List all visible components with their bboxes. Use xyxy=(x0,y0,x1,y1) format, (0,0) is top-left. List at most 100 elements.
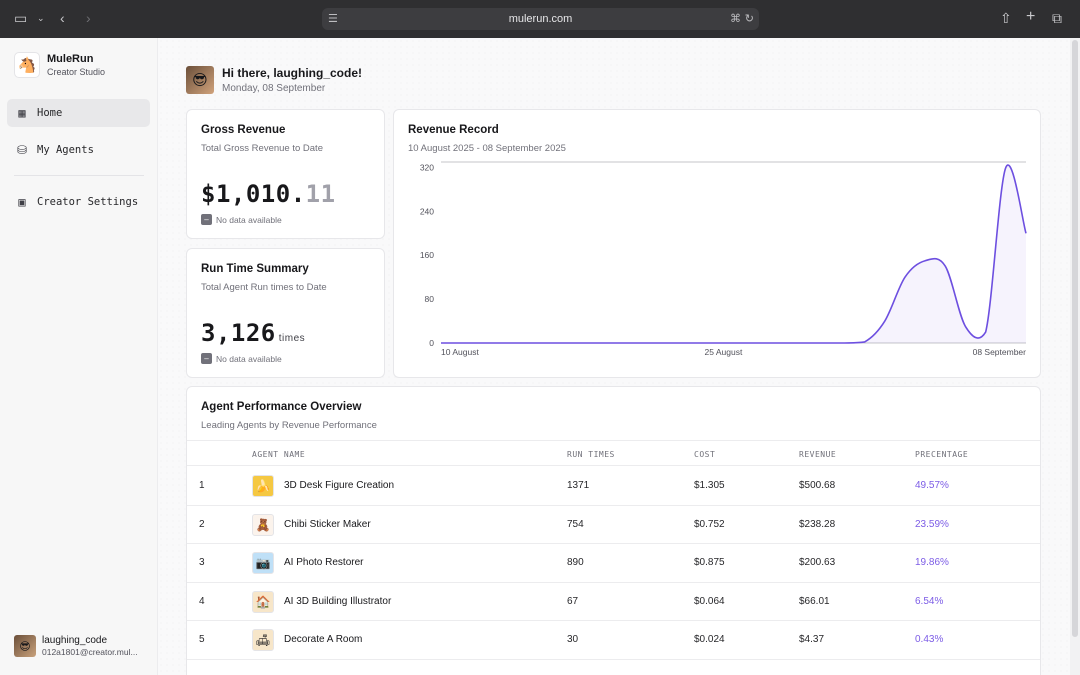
column-header[interactable]: COST xyxy=(694,450,716,459)
revenue-cell: $238.28 xyxy=(799,518,836,530)
table-header: AGENT NAME RUN TIMES COST REVENUE PRECEN… xyxy=(187,440,1040,466)
y-tick-label: 80 xyxy=(425,294,435,304)
translate-icon[interactable]: ⌘ xyxy=(730,13,741,25)
url-text: mulerun.com xyxy=(508,13,573,25)
percentage-cell: 23.59% xyxy=(915,518,949,530)
revenue-line-chart: 0 80 160 240 320 10 August 25 August 08 Septemb… xyxy=(420,161,1027,357)
revenue-cell: $66.01 xyxy=(799,595,830,607)
card-subtitle: Leading Agents by Revenue Performance xyxy=(201,420,377,431)
sidebar-item-home[interactable]: ▦ Home xyxy=(7,99,150,127)
value-decimal: 11 xyxy=(305,180,336,208)
user-profile[interactable]: 😎 laughing_code 012a1801@creator.mul... xyxy=(14,635,138,657)
minus-icon: – xyxy=(201,353,212,364)
profile-icon: ▣ xyxy=(18,195,26,209)
revenue-series-line xyxy=(441,164,1027,344)
chevron-down-icon[interactable]: ⌄ xyxy=(37,13,45,23)
column-header[interactable]: RUN TIMES xyxy=(567,450,615,459)
value-unit: times xyxy=(278,333,306,344)
x-tick-label: 08 September xyxy=(973,347,1027,357)
greeting-date: Monday, 08 September xyxy=(222,83,326,94)
y-tick-label: 320 xyxy=(420,162,434,172)
minus-icon: – xyxy=(201,214,212,225)
revenue-record-card: Revenue Record 10 August 2025 - 08 Septe… xyxy=(393,109,1041,378)
x-tick-label: 25 August xyxy=(705,347,743,357)
rank-cell: 1 xyxy=(199,480,205,491)
user-name: laughing_code xyxy=(42,635,108,646)
column-header[interactable]: AGENT NAME xyxy=(252,450,306,459)
rank-cell: 4 xyxy=(199,595,205,607)
percentage-cell: 19.86% xyxy=(915,557,949,569)
brand[interactable]: 🐴 MuleRun Creator Studio xyxy=(14,52,105,78)
gross-revenue-card: Gross Revenue Total Gross Revenue to Dat… xyxy=(186,109,385,239)
sidebar-item-creator-settings[interactable]: ▣ Creator Settings xyxy=(7,188,150,216)
brand-name: MuleRun xyxy=(47,53,94,65)
no-data-note: – No data available xyxy=(201,214,282,225)
run-time-value: 3,126 times xyxy=(201,319,305,347)
tabs-overview-icon[interactable]: ⧉ xyxy=(1052,10,1062,26)
run-times-cell: 67 xyxy=(567,595,579,607)
sidebar: 🐴 MuleRun Creator Studio ▦ Home ⛁ My Age… xyxy=(0,38,158,675)
agent-name-cell[interactable]: 3D Desk Figure Creation xyxy=(284,480,395,491)
forward-icon[interactable]: › xyxy=(86,10,91,26)
table-row[interactable]: 2 🧸 Chibi Sticker Maker 754 $0.752 $238.28 23.… xyxy=(187,506,1040,545)
card-subtitle: Total Gross Revenue to Date xyxy=(201,143,323,154)
no-data-note: – No data available xyxy=(201,353,282,364)
new-tab-icon[interactable]: + xyxy=(1026,8,1036,25)
revenue-cell: $500.68 xyxy=(799,480,836,491)
revenue-area xyxy=(441,165,1026,343)
percentage-cell: 6.54% xyxy=(915,595,944,607)
agent-name-cell[interactable]: Decorate A Room xyxy=(284,634,363,646)
x-tick-label: 10 August xyxy=(441,347,479,357)
agent-name-cell[interactable]: AI Photo Restorer xyxy=(284,557,364,569)
value-main: 3,126 xyxy=(201,319,276,347)
brand-subtitle: Creator Studio xyxy=(47,67,106,77)
cost-cell: $0.752 xyxy=(694,518,725,530)
share-icon[interactable]: ⇧ xyxy=(1000,10,1012,26)
column-header[interactable]: REVENUE xyxy=(799,450,837,459)
run-times-cell: 1371 xyxy=(567,480,590,491)
no-data-text: No data available xyxy=(216,353,282,364)
sidebar-toggle-icon[interactable]: ▭ xyxy=(14,10,28,26)
sidebar-item-label: Creator Settings xyxy=(37,196,139,208)
sidebar-item-label: My Agents xyxy=(37,144,94,156)
reader-icon[interactable]: ☰ xyxy=(328,13,338,25)
agent-performance-card: Agent Performance Overview Leading Agent… xyxy=(186,386,1041,675)
table-row[interactable]: 5 🛋 Decorate A Room 30 $0.024 $4.37 0.43% xyxy=(187,621,1040,660)
avatar: 😎 xyxy=(186,66,214,94)
y-tick-label: 240 xyxy=(420,206,434,216)
card-subtitle: 10 August 2025 - 08 September 2025 xyxy=(408,143,566,154)
database-icon: ⛁ xyxy=(16,143,28,157)
reload-icon[interactable]: ↻ xyxy=(744,13,754,25)
avatar: 😎 xyxy=(14,635,36,657)
main-content: 😎 Hi there, laughing_code! Monday, 08 Se… xyxy=(158,38,1070,675)
run-times-cell: 754 xyxy=(567,518,584,530)
revenue-cell: $4.37 xyxy=(799,634,825,646)
room-icon: 🛋 xyxy=(252,629,274,652)
address-bar[interactable]: ☰ mulerun.com ⌘ ↻ xyxy=(322,8,759,30)
run-times-cell: 30 xyxy=(567,634,579,646)
column-header[interactable]: PRECENTAGE xyxy=(915,450,969,459)
cost-cell: $0.024 xyxy=(694,634,725,646)
table-row[interactable]: 3 📷 AI Photo Restorer 890 $0.875 $200.63 19.86… xyxy=(187,544,1040,583)
browser-toolbar: ▭ ⌄ ‹ › ☰ mulerun.com ⌘ ↻ ⇧ + ⧉ xyxy=(0,0,1080,38)
sidebar-item-my-agents[interactable]: ⛁ My Agents xyxy=(7,136,150,164)
agent-name-cell[interactable]: AI 3D Building Illustrator xyxy=(284,595,392,607)
rank-cell: 5 xyxy=(199,634,205,646)
dashboard-icon: ▦ xyxy=(18,106,26,120)
camera-icon: 📷 xyxy=(252,552,274,575)
card-title: Agent Performance Overview xyxy=(201,401,362,413)
percentage-cell: 49.57% xyxy=(915,480,949,491)
cost-cell: $0.875 xyxy=(694,557,725,569)
card-subtitle: Total Agent Run times to Date xyxy=(201,282,327,293)
greeting-header: 😎 Hi there, laughing_code! Monday, 08 Se… xyxy=(186,66,362,94)
scrollbar-thumb[interactable] xyxy=(1072,40,1078,637)
back-icon[interactable]: ‹ xyxy=(60,10,65,26)
agent-name-cell[interactable]: Chibi Sticker Maker xyxy=(284,518,371,530)
table-row[interactable]: 1 🍌 3D Desk Figure Creation 1371 $1.305 $500.… xyxy=(187,467,1040,506)
greeting-title: Hi there, laughing_code! xyxy=(222,66,363,80)
sidebar-divider xyxy=(14,175,144,176)
card-title: Revenue Record xyxy=(408,124,499,136)
percentage-cell: 0.43% xyxy=(915,634,944,646)
table-row[interactable]: 4 🏠 AI 3D Building Illustrator 67 $0.064 $66.… xyxy=(187,583,1040,622)
y-tick-label: 0 xyxy=(429,338,434,348)
